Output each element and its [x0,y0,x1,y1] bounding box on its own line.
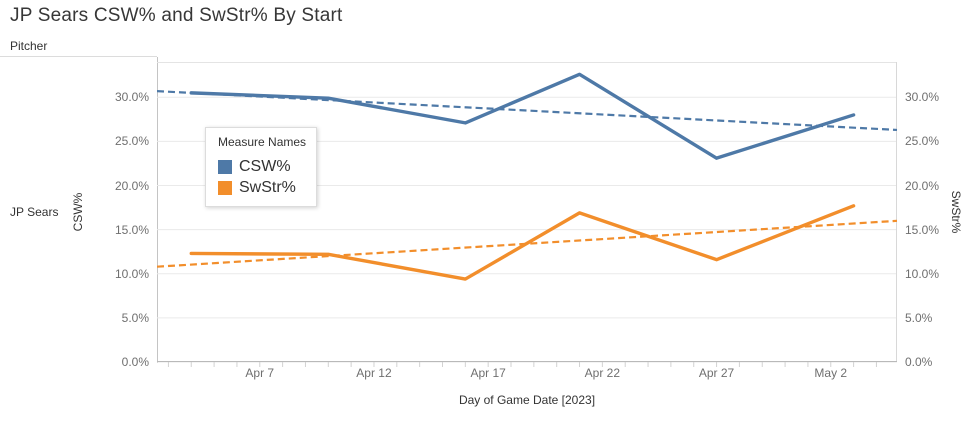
swstr-color-swatch-icon [218,180,232,195]
trend-line-swstr [157,219,898,268]
plot-area[interactable] [157,62,898,372]
left-axis-tick-label: 15.0% [114,222,149,237]
legend-item-swstr[interactable]: SwStr% [218,177,304,198]
right-axis-title: SwStr% [949,190,963,234]
left-axis-tick-label: 20.0% [114,178,149,193]
left-axis-tick-label: 30.0% [114,90,149,105]
right-axis-tick-label: 5.0% [905,310,933,325]
left-axis-tick-label: 5.0% [121,310,149,325]
left-axis-tick-label: 10.0% [114,266,149,281]
legend-item-label: CSW% [239,157,291,175]
left-axis-tick-label: 0.0% [121,355,149,369]
x-axis-title: Day of Game Date [2023] [458,393,596,407]
chart-title: JP Sears CSW% and SwStr% By Start [10,5,343,26]
csw-color-swatch-icon [218,159,232,174]
right-axis-tick-label: 15.0% [905,222,940,237]
right-axis-tick-label: 0.0% [905,355,933,369]
series-line-csw[interactable] [189,72,856,160]
measure-names-legend[interactable]: Measure Names CSW% SwStr% [205,127,317,207]
legend-item-csw[interactable]: CSW% [218,156,304,177]
series-line-swstr[interactable] [189,204,856,281]
x-axis-tick-label: Apr 12 [356,366,392,380]
row-field-header: Pitcher [10,39,48,53]
left-axis-tick-label: 25.0% [114,134,149,149]
x-axis-tick-label: Apr 17 [470,366,506,380]
right-axis-tick-label: 25.0% [905,134,940,149]
legend-item-label: SwStr% [239,178,296,196]
x-axis-tick-label: Apr 22 [584,366,621,380]
right-axis-tick-label: 20.0% [905,178,940,193]
row-label-jp-sears: JP Sears [10,205,59,219]
right-axis-tick-label: 10.0% [905,266,940,281]
left-axis-line [157,57,158,363]
right-axis-tick-label: 30.0% [905,90,940,105]
header-divider [0,56,157,57]
legend-title: Measure Names [218,135,307,149]
left-axis-title: CSW% [71,192,85,232]
x-axis-tick-label: Apr 7 [245,366,275,380]
x-axis-tick-label: Apr 27 [698,366,735,380]
x-axis-tick-label: May 2 [814,366,848,380]
